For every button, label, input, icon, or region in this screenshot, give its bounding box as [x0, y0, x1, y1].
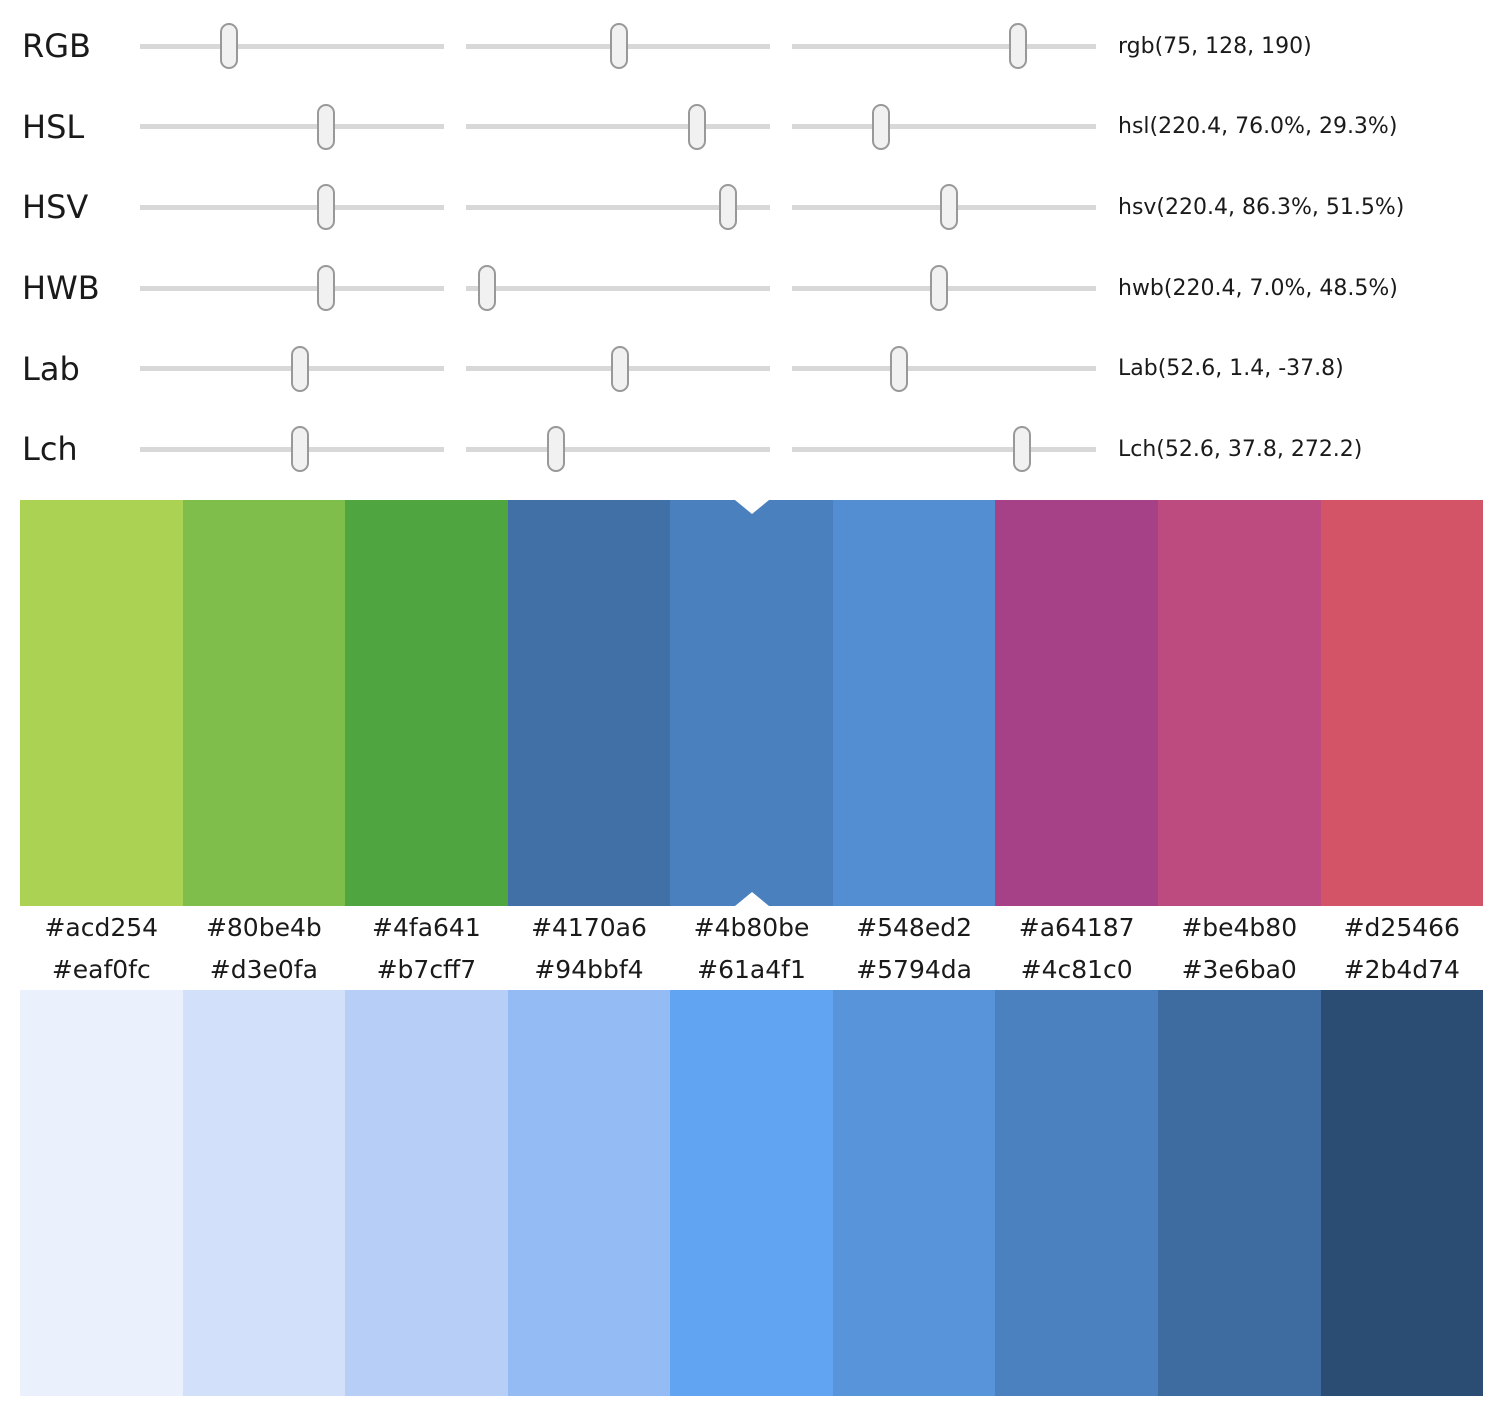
hsl-slider-1[interactable]	[140, 103, 444, 150]
slider-thumb[interactable]	[290, 426, 309, 473]
hwb-slider-2[interactable]	[466, 265, 770, 312]
slider-thumb[interactable]	[317, 265, 336, 312]
hex-label: #2b4d74	[1343, 955, 1460, 985]
slider-thumb[interactable]	[609, 23, 628, 70]
rgb-slider-2[interactable]	[466, 23, 770, 70]
slider-row-label: HSL	[22, 107, 85, 146]
hue-palette	[20, 499, 1484, 906]
slider-thumb[interactable]	[939, 184, 958, 231]
hex-label: #4c81c0	[1020, 955, 1133, 985]
hex-label: #a64187	[1018, 913, 1135, 943]
hex-label: #61a4f1	[697, 955, 806, 985]
slider-row-label: Lab	[22, 349, 80, 388]
hwb-slider-1[interactable]	[140, 265, 444, 312]
hex-label: #acd254	[44, 913, 159, 943]
slider-thumb[interactable]	[890, 345, 908, 392]
hex-label: #eaf0fc	[51, 955, 151, 985]
hex-label: #4fa641	[372, 913, 481, 943]
slider-thumb[interactable]	[317, 184, 336, 231]
hex-label: #d3e0fa	[209, 955, 318, 985]
slider-thumb[interactable]	[930, 265, 949, 312]
tint-shade-palette	[20, 989, 1484, 1396]
color-swatch[interactable]	[1157, 989, 1321, 1396]
slider-row-lab: Lab Lab(52.6, 1.4, -37.8)	[22, 328, 1501, 409]
color-swatch[interactable]	[995, 989, 1158, 1396]
slider-thumb[interactable]	[478, 265, 497, 312]
slider-value-readout: Lab(52.6, 1.4, -37.8)	[1118, 356, 1344, 382]
color-swatch[interactable]	[832, 989, 996, 1396]
hex-label: #4170a6	[531, 913, 647, 943]
hex-label: #b7cff7	[376, 955, 477, 985]
hex-label: #be4b80	[1181, 913, 1298, 943]
hwb-slider-3[interactable]	[792, 265, 1096, 312]
slider-row-hwb: HWB hwb(220.4, 7.0%, 48.5%)	[22, 248, 1501, 329]
color-swatch[interactable]	[507, 499, 671, 906]
slider-thumb[interactable]	[872, 103, 891, 150]
slider-thumb[interactable]	[546, 426, 565, 473]
slider-value-readout: hsl(220.4, 76.0%, 29.3%)	[1118, 114, 1398, 140]
hsv-slider-3[interactable]	[792, 184, 1096, 231]
color-swatch[interactable]	[1157, 499, 1321, 906]
lab-slider-1[interactable]	[140, 345, 444, 392]
hex-label: #94bbf4	[534, 955, 644, 985]
rgb-slider-1[interactable]	[140, 23, 444, 70]
selected-swatch-notch-bottom-icon	[734, 891, 769, 906]
slider-row-label: RGB	[22, 27, 91, 66]
slider-row-label: HWB	[22, 269, 100, 308]
selected-swatch-notch-top-icon	[734, 499, 769, 514]
slider-thumb[interactable]	[220, 23, 239, 70]
hex-label: #d25466	[1343, 913, 1460, 943]
slider-row-label: Lch	[22, 430, 78, 469]
color-swatch[interactable]	[345, 499, 508, 906]
slider-row-lch: Lch Lch(52.6, 37.8, 272.2)	[22, 409, 1501, 490]
lab-slider-2[interactable]	[466, 345, 770, 392]
hex-label: #4b80be	[693, 913, 810, 943]
slider-value-readout: hwb(220.4, 7.0%, 48.5%)	[1118, 275, 1398, 301]
slider-thumb[interactable]	[719, 184, 738, 231]
color-swatch[interactable]	[995, 499, 1158, 906]
hex-label: #548ed2	[856, 913, 972, 943]
hex-label: #5794da	[856, 955, 972, 985]
hsv-slider-2[interactable]	[466, 184, 770, 231]
slider-thumb[interactable]	[1009, 23, 1028, 70]
color-swatch[interactable]	[670, 499, 833, 906]
color-swatch[interactable]	[832, 499, 996, 906]
tint-shade-palette-labels: #eaf0fc #d3e0fa #b7cff7 #94bbf4 #61a4f1 #5794…	[20, 950, 1483, 990]
slider-value-readout: hsv(220.4, 86.3%, 51.5%)	[1118, 194, 1405, 220]
slider-thumb[interactable]	[610, 345, 629, 392]
color-swatch[interactable]	[182, 499, 346, 906]
slider-thumb[interactable]	[1012, 426, 1031, 473]
slider-thumb[interactable]	[317, 103, 336, 150]
slider-thumb[interactable]	[290, 345, 309, 392]
lch-slider-2[interactable]	[466, 426, 770, 473]
rgb-slider-3[interactable]	[792, 23, 1096, 70]
hsv-slider-1[interactable]	[140, 184, 444, 231]
slider-row-label: HSV	[22, 188, 89, 227]
hue-palette-labels: #acd254 #80be4b #4fa641 #4170a6 #4b80be #548e…	[20, 906, 1483, 950]
hex-label: #80be4b	[205, 913, 322, 943]
slider-value-readout: Lch(52.6, 37.8, 272.2)	[1118, 436, 1363, 462]
color-swatch[interactable]	[20, 989, 183, 1396]
color-swatch[interactable]	[1320, 499, 1484, 906]
slider-value-readout: rgb(75, 128, 190)	[1118, 33, 1312, 59]
lch-slider-1[interactable]	[140, 426, 444, 473]
color-swatch[interactable]	[345, 989, 508, 1396]
color-swatch[interactable]	[20, 499, 183, 906]
color-swatch[interactable]	[182, 989, 346, 1396]
slider-thumb[interactable]	[688, 103, 707, 150]
color-swatch[interactable]	[1320, 989, 1484, 1396]
hsl-slider-3[interactable]	[792, 103, 1096, 150]
slider-row-hsv: HSV hsv(220.4, 86.3%, 51.5%)	[22, 167, 1501, 248]
color-swatch[interactable]	[670, 989, 833, 1396]
hex-label: #3e6ba0	[1181, 955, 1297, 985]
lch-slider-3[interactable]	[792, 426, 1096, 473]
color-swatch[interactable]	[507, 989, 671, 1396]
lab-slider-3[interactable]	[792, 345, 1096, 392]
slider-panel: RGB rgb(75, 128, 190) HSL hsl(220.4, 76.…	[0, 0, 1501, 490]
hsl-slider-2[interactable]	[466, 103, 770, 150]
slider-row-rgb: RGB rgb(75, 128, 190)	[22, 6, 1501, 87]
slider-row-hsl: HSL hsl(220.4, 76.0%, 29.3%)	[22, 87, 1501, 168]
